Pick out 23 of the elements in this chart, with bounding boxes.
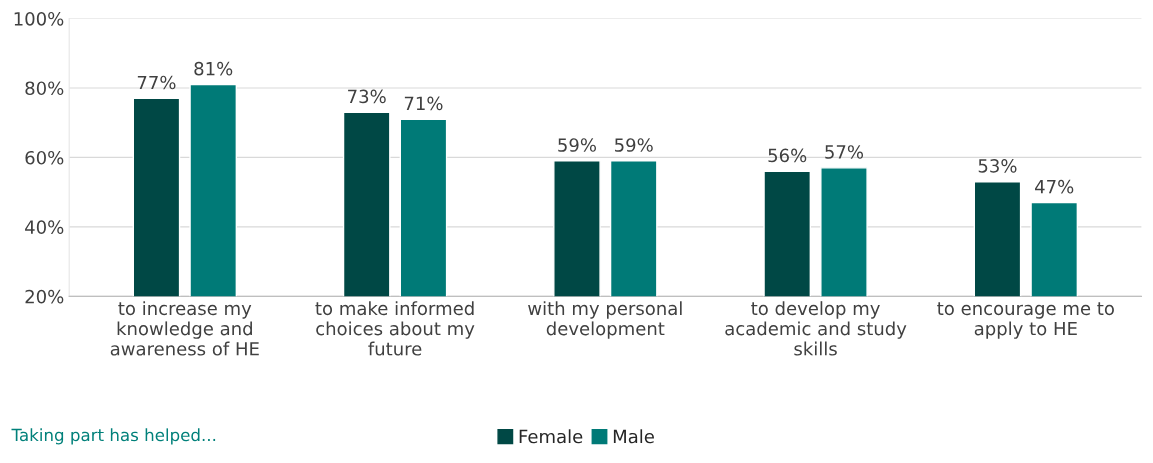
text: Taking part has helped... [11, 428, 216, 445]
x-tick-label: to increase my knowledge and awareness of HE [110, 301, 259, 356]
legend-label: Male [613, 429, 654, 444]
y-tick-label: 100% [14, 11, 64, 26]
legend-label: Female [519, 429, 583, 444]
data-label: 59% [615, 138, 653, 152]
y-tick-label: 80% [25, 81, 64, 96]
data-label: 56% [768, 148, 807, 163]
data-label: 47% [1035, 179, 1074, 194]
data-label: 73% [348, 89, 386, 104]
data-label: 77% [137, 75, 176, 90]
y-tick-label: 40% [25, 220, 64, 234]
data-label: 81% [194, 61, 233, 76]
x-tick-label: to make informed choices about my future [315, 301, 475, 356]
y-tick-label: 20% [25, 289, 64, 304]
data-label: 53% [978, 159, 1017, 173]
x-tick-label: to develop my academic and study skills [725, 301, 907, 356]
y-tick-label: 60% [25, 150, 64, 165]
data-label: 59% [558, 138, 597, 152]
x-tick-label: to encourage me to apply to HE [937, 302, 1114, 339]
data-label: 71% [404, 96, 443, 111]
x-tick-label: with my personal development [528, 301, 682, 339]
data-label: 57% [825, 145, 864, 159]
